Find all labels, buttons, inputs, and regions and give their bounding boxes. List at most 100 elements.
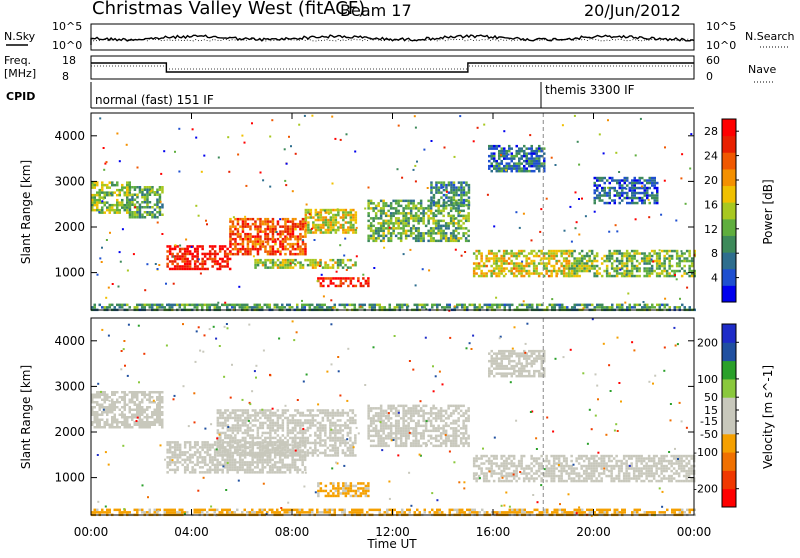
- heatmap-cell: [305, 229, 308, 232]
- heatmap-cell: [633, 250, 636, 253]
- heatmap-cell: [508, 252, 511, 255]
- heatmap-cell: [658, 262, 661, 265]
- heatmap-cell: [511, 167, 514, 170]
- heatmap-cell: [483, 275, 486, 278]
- heatmap-cell: [491, 306, 494, 309]
- heatmap-cell: [565, 275, 568, 278]
- heatmap-cell: [272, 412, 275, 415]
- heatmap-cell: [688, 265, 691, 268]
- heatmap-cell: [154, 214, 157, 217]
- heatmap-cell: [370, 422, 373, 425]
- heatmap-cell: [229, 459, 232, 462]
- heatmap-cell: [342, 409, 345, 412]
- heatmap-cell: [237, 442, 240, 445]
- heatmap-cell: [136, 194, 138, 196]
- heatmap-cell: [538, 275, 541, 278]
- heatmap-cell: [214, 464, 217, 467]
- heatmap-cell: [327, 412, 330, 415]
- heatmap-cell: [390, 217, 393, 220]
- heatmap-cell: [377, 412, 380, 415]
- heatmap-cell: [455, 186, 458, 189]
- heatmap-cell: [495, 262, 498, 265]
- heatmap-cell: [618, 250, 621, 253]
- heatmap-cell: [252, 429, 255, 432]
- heatmap-cell: [299, 233, 302, 236]
- heatmap-cell: [239, 248, 242, 251]
- heatmap-cell: [194, 263, 197, 266]
- heatmap-cell: [613, 267, 616, 270]
- heatmap-cell: [309, 306, 312, 309]
- heatmap-cell: [106, 194, 109, 197]
- heatmap-cell: [294, 452, 297, 455]
- heatmap-cell: [247, 412, 250, 415]
- heatmap-cell: [678, 257, 681, 260]
- heatmap-cell: [101, 414, 104, 417]
- heatmap-cell: [374, 304, 377, 307]
- heatmap-cell: [196, 265, 199, 268]
- heatmap-cell: [247, 409, 250, 412]
- heatmap-cell: [96, 424, 99, 427]
- heatmap-cell: [191, 446, 194, 449]
- heatmap-cell: [460, 191, 463, 194]
- heatmap-cell: [286, 469, 289, 472]
- heatmap-cell: [224, 419, 227, 422]
- heatmap-cell: [201, 248, 204, 251]
- heatmap-cell: [538, 165, 541, 168]
- heatmap-cell: [149, 186, 152, 189]
- heatmap-cell: [244, 412, 247, 415]
- heatmap-cell: [535, 252, 538, 255]
- heatmap-cell: [274, 412, 277, 415]
- heatmap-cell: [184, 444, 187, 447]
- heatmap-cell: [651, 250, 654, 253]
- heatmap-cell: [134, 416, 137, 419]
- heatmap-cell: [322, 439, 325, 442]
- heatmap-cell: [367, 430, 370, 433]
- heatmap-cell: [513, 252, 516, 255]
- heatmap-cell: [234, 442, 237, 445]
- heatmap-cell: [536, 162, 539, 165]
- heatmap-cell: [618, 272, 621, 275]
- heatmap-cell: [651, 306, 654, 309]
- heatmap-cell: [465, 184, 468, 187]
- heatmap-cell: [458, 181, 461, 184]
- heatmap-cell: [349, 454, 352, 457]
- heatmap-cell: [327, 409, 330, 412]
- heatmap-cell: [239, 250, 242, 253]
- heatmap-cell: [433, 204, 436, 207]
- heatmap-cell: [104, 391, 107, 394]
- heatmap-cell: [608, 275, 611, 278]
- heatmap-cell: [169, 268, 172, 271]
- heatmap-cell: [194, 268, 197, 271]
- heatmap-cell: [638, 275, 641, 278]
- heatmap-cell: [221, 260, 224, 263]
- heatmap-cell: [387, 222, 390, 225]
- heatmap-cell: [121, 189, 124, 192]
- heatmap-cell: [387, 220, 390, 223]
- heatmap-cell: [244, 248, 247, 251]
- heatmap-cell: [312, 264, 315, 267]
- heatmap-cell: [229, 412, 232, 415]
- heatmap-cell: [237, 432, 240, 435]
- heatmap-cell: [320, 219, 323, 222]
- heatmap-cell: [219, 258, 222, 261]
- heatmap-cell: [176, 469, 179, 472]
- heatmap-cell: [430, 212, 433, 215]
- heatmap-cell: [289, 419, 292, 422]
- heatmap-cell: [382, 240, 385, 243]
- heatmap-cell: [518, 162, 521, 165]
- heatmap-cell: [636, 304, 639, 307]
- heatmap-cell: [621, 275, 624, 278]
- heatmap-cell: [634, 306, 637, 309]
- heatmap-cell: [302, 424, 305, 427]
- heatmap-cell: [254, 259, 256, 262]
- heatmap-cell: [254, 471, 257, 474]
- heatmap-cell: [427, 222, 430, 225]
- heatmap-cell: [480, 275, 483, 278]
- heatmap-cell: [641, 252, 644, 255]
- heatmap-cell: [473, 275, 476, 278]
- heatmap-cell: [134, 204, 137, 207]
- heatmap-cell: [227, 452, 230, 455]
- heatmap-cell: [111, 426, 114, 429]
